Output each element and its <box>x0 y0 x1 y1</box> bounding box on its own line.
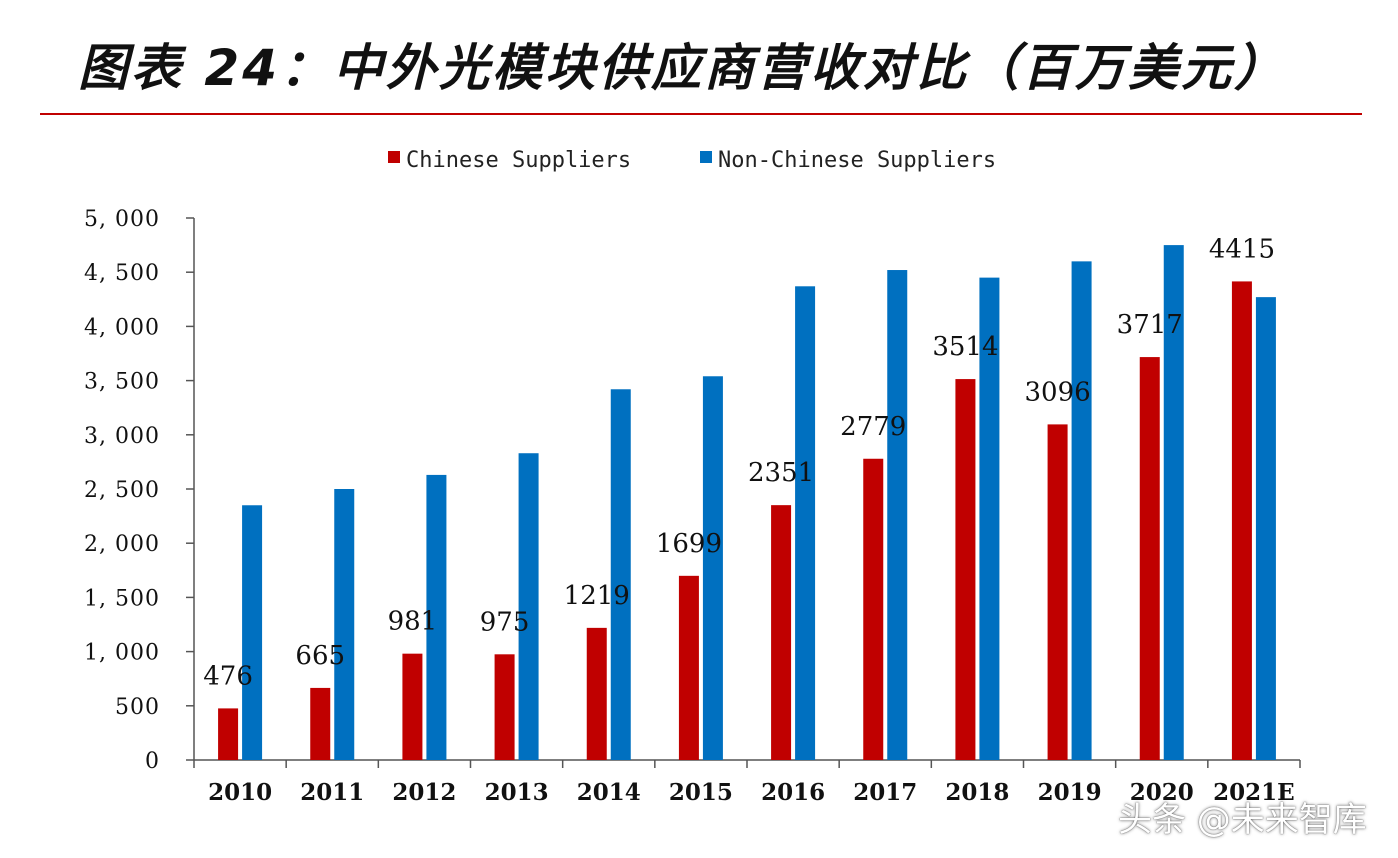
bar-chinese-suppliers <box>1139 357 1160 760</box>
x-tick-label: 2019 <box>1038 779 1102 806</box>
bar-non-chinese-suppliers <box>795 286 816 760</box>
bar-chinese-suppliers <box>1047 424 1068 760</box>
legend-swatch <box>700 151 712 163</box>
legend-label: Chinese Suppliers <box>406 148 631 173</box>
watermark: 头条 @未来智库 <box>1118 800 1367 840</box>
bar-chinese-suppliers <box>310 687 331 760</box>
legend-item: Chinese Suppliers <box>388 148 631 173</box>
x-tick-label: 2021E <box>1213 779 1295 806</box>
y-tick-label: 1, 500 <box>84 586 160 611</box>
data-label-chinese-suppliers: 476 <box>203 661 253 691</box>
bars <box>218 245 1276 761</box>
title-divider <box>40 113 1362 115</box>
x-tick-label: 2012 <box>392 779 456 806</box>
legend-label: Non-Chinese Suppliers <box>718 148 996 173</box>
data-label-chinese-suppliers: 3717 <box>1117 310 1183 340</box>
x-tick-label: 2013 <box>485 779 549 806</box>
data-label-chinese-suppliers: 975 <box>480 607 530 637</box>
bar-chinese-suppliers <box>955 379 976 760</box>
x-tick-label: 2011 <box>300 779 364 806</box>
bar-non-chinese-suppliers <box>610 389 631 760</box>
data-label-chinese-suppliers: 665 <box>295 641 345 671</box>
y-tick-label: 0 <box>145 749 160 774</box>
x-tick-label: 2015 <box>669 779 733 806</box>
data-label-chinese-suppliers: 1699 <box>656 529 722 559</box>
data-label-chinese-suppliers: 1219 <box>564 581 630 611</box>
y-tick-label: 3, 500 <box>84 370 160 395</box>
bar-non-chinese-suppliers <box>1071 261 1092 760</box>
y-tick-label: 500 <box>115 695 160 720</box>
x-tick-label: 2010 <box>208 779 272 806</box>
data-label-chinese-suppliers: 981 <box>388 607 438 637</box>
bar-non-chinese-suppliers <box>242 505 263 760</box>
y-tick-label: 2, 000 <box>84 532 160 557</box>
x-tick-label: 2014 <box>577 779 641 806</box>
y-tick-label: 2, 500 <box>84 478 160 503</box>
bar-non-chinese-suppliers <box>702 376 723 760</box>
legend-swatch <box>388 151 400 163</box>
bar-non-chinese-suppliers <box>518 453 539 760</box>
bar-chinese-suppliers <box>771 505 792 760</box>
data-label-chinese-suppliers: 3514 <box>932 332 998 362</box>
y-axis: 0 500 1, 000 1, 500 2, 000 2, 500 3, 000 3, 500… <box>84 207 195 774</box>
bar-chinese-suppliers <box>1231 281 1252 760</box>
chart-title: 图表 24：中外光模块供应商营收对比（百万美元） <box>78 39 1287 97</box>
bar-non-chinese-suppliers <box>1255 297 1276 760</box>
x-tick-label: 2016 <box>761 779 825 806</box>
data-label-chinese-suppliers: 2779 <box>840 412 906 442</box>
y-tick-label: 3, 000 <box>84 424 160 449</box>
data-label-chinese-suppliers: 2351 <box>748 458 814 488</box>
y-tick-label: 5, 000 <box>84 207 160 232</box>
bar-chinese-suppliers <box>402 653 423 760</box>
bar-chinese-suppliers <box>494 654 515 760</box>
x-tick-label: 2017 <box>853 779 917 806</box>
data-labels: 476 665 981 975 1219 1699 2351 2779 3514 3096 3717… <box>203 234 1275 691</box>
bar-chinese-suppliers <box>678 575 699 760</box>
x-axis: 2010 2011 2012 2013 2014 2015 2016 2017 2018 2019… <box>193 759 1301 806</box>
x-tick-label: 2018 <box>945 779 1009 806</box>
bar-chinese-suppliers <box>586 627 607 760</box>
y-tick-label: 1, 000 <box>84 641 160 666</box>
bar-non-chinese-suppliers <box>1163 245 1184 761</box>
y-tick-label: 4, 000 <box>84 315 160 340</box>
bar-non-chinese-suppliers <box>426 474 447 760</box>
bar-non-chinese-suppliers <box>979 277 1000 760</box>
bar-chinese-suppliers <box>218 708 239 760</box>
legend: Chinese Suppliers Non-Chinese Suppliers <box>388 148 996 173</box>
legend-item: Non-Chinese Suppliers <box>700 148 996 173</box>
data-label-chinese-suppliers: 4415 <box>1209 234 1275 264</box>
data-label-chinese-suppliers: 3096 <box>1024 377 1090 407</box>
bar-non-chinese-suppliers <box>887 270 908 760</box>
x-tick-label: 2020 <box>1130 779 1194 806</box>
bar-non-chinese-suppliers <box>334 489 355 760</box>
bar-chinese-suppliers <box>863 458 884 760</box>
y-tick-label: 4, 500 <box>84 261 160 286</box>
